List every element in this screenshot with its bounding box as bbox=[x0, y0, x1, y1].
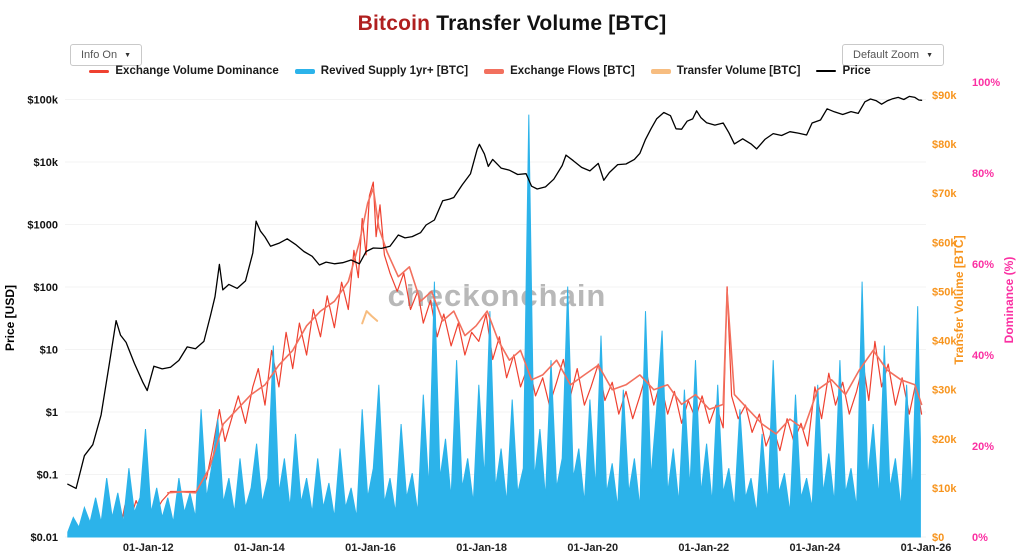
dominance-tick-label: 100% bbox=[972, 77, 1000, 89]
legend-item-1[interactable]: Revived Supply 1yr+ [BTC] bbox=[294, 65, 469, 77]
price-tick-label: $1 bbox=[46, 407, 58, 419]
price-tick-label: $100k bbox=[27, 95, 58, 107]
volume-tick-label: $10k bbox=[932, 483, 957, 495]
legend: Exchange Volume Dominance Revived Supply … bbox=[0, 65, 960, 77]
legend-swatch-icon bbox=[294, 68, 315, 74]
series-line-3 bbox=[361, 310, 379, 325]
page-title-accent: Bitcoin bbox=[357, 12, 431, 35]
price-tick-label: $0.01 bbox=[30, 532, 58, 544]
x-tick-label: 01-Jan-12 bbox=[123, 542, 174, 554]
price-axis-title: Price [USD] bbox=[3, 285, 17, 351]
legend-label: Exchange Flows [BTC] bbox=[510, 65, 635, 77]
legend-item-0[interactable]: Exchange Volume Dominance bbox=[89, 65, 279, 77]
volume-tick-label: $50k bbox=[932, 286, 957, 298]
series-area-1 bbox=[67, 114, 921, 538]
volume-tick-label: $70k bbox=[932, 188, 957, 200]
page-title: Bitcoin Transfer Volume [BTC] bbox=[0, 12, 1024, 36]
series-line-2 bbox=[167, 187, 923, 494]
x-tick-label: 01-Jan-26 bbox=[901, 542, 952, 554]
price-tick-label: $10k bbox=[34, 157, 59, 169]
dominance-tick-label: 80% bbox=[972, 168, 994, 180]
legend-item-4[interactable]: Price bbox=[816, 65, 871, 77]
zoom-dropdown-label: Default Zoom bbox=[853, 49, 920, 61]
caret-down-icon: ▼ bbox=[926, 51, 933, 59]
volume-tick-label: $60k bbox=[932, 237, 957, 249]
legend-swatch-icon bbox=[650, 68, 671, 74]
x-tick-label: 01-Jan-24 bbox=[790, 542, 842, 554]
legend-swatch-icon bbox=[484, 68, 505, 74]
price-tick-label: $1000 bbox=[27, 220, 58, 232]
x-tick-label: 01-Jan-22 bbox=[678, 542, 729, 554]
x-tick-label: 01-Jan-16 bbox=[345, 542, 396, 554]
page-title-rest: Transfer Volume [BTC] bbox=[430, 12, 667, 35]
dominance-tick-label: 60% bbox=[972, 259, 994, 271]
x-tick-label: 01-Jan-20 bbox=[567, 542, 618, 554]
watermark: checkonchain bbox=[387, 278, 607, 313]
volume-tick-label: $20k bbox=[932, 434, 957, 446]
price-tick-label: $10 bbox=[40, 345, 58, 357]
volume-tick-label: $80k bbox=[932, 139, 957, 151]
x-tick-label: 01-Jan-14 bbox=[234, 542, 286, 554]
x-tick-label: 01-Jan-18 bbox=[456, 542, 507, 554]
legend-label: Price bbox=[842, 65, 871, 77]
dominance-tick-label: 0% bbox=[972, 532, 988, 544]
caret-down-icon: ▼ bbox=[124, 51, 132, 59]
legend-swatch-icon bbox=[89, 69, 110, 73]
legend-swatch-icon bbox=[816, 70, 837, 72]
legend-item-2[interactable]: Exchange Flows [BTC] bbox=[484, 65, 635, 77]
volume-axis-title: Transfer Volume [BTC] bbox=[952, 235, 966, 364]
legend-label: Exchange Volume Dominance bbox=[115, 65, 279, 77]
volume-tick-label: $90k bbox=[932, 90, 957, 102]
volume-tick-label: $40k bbox=[932, 336, 957, 348]
volume-tick-label: $30k bbox=[932, 385, 957, 397]
legend-item-3[interactable]: Transfer Volume [BTC] bbox=[650, 65, 801, 77]
zoom-dropdown[interactable]: Default Zoom ▼ bbox=[842, 44, 944, 66]
dominance-tick-label: 20% bbox=[972, 441, 994, 453]
price-tick-label: $0.1 bbox=[37, 470, 58, 482]
info-dropdown-label: Info On bbox=[81, 49, 118, 61]
legend-label: Revived Supply 1yr+ [BTC] bbox=[320, 65, 469, 77]
legend-label: Transfer Volume [BTC] bbox=[676, 65, 801, 77]
volume-tick-label: $0 bbox=[932, 532, 944, 544]
series-line-4 bbox=[67, 95, 923, 490]
price-tick-label: $100 bbox=[34, 282, 58, 294]
info-dropdown[interactable]: Info On ▼ bbox=[70, 44, 143, 66]
dominance-axis-title: Dominance (%) bbox=[1002, 257, 1016, 344]
dominance-tick-label: 40% bbox=[972, 350, 994, 362]
